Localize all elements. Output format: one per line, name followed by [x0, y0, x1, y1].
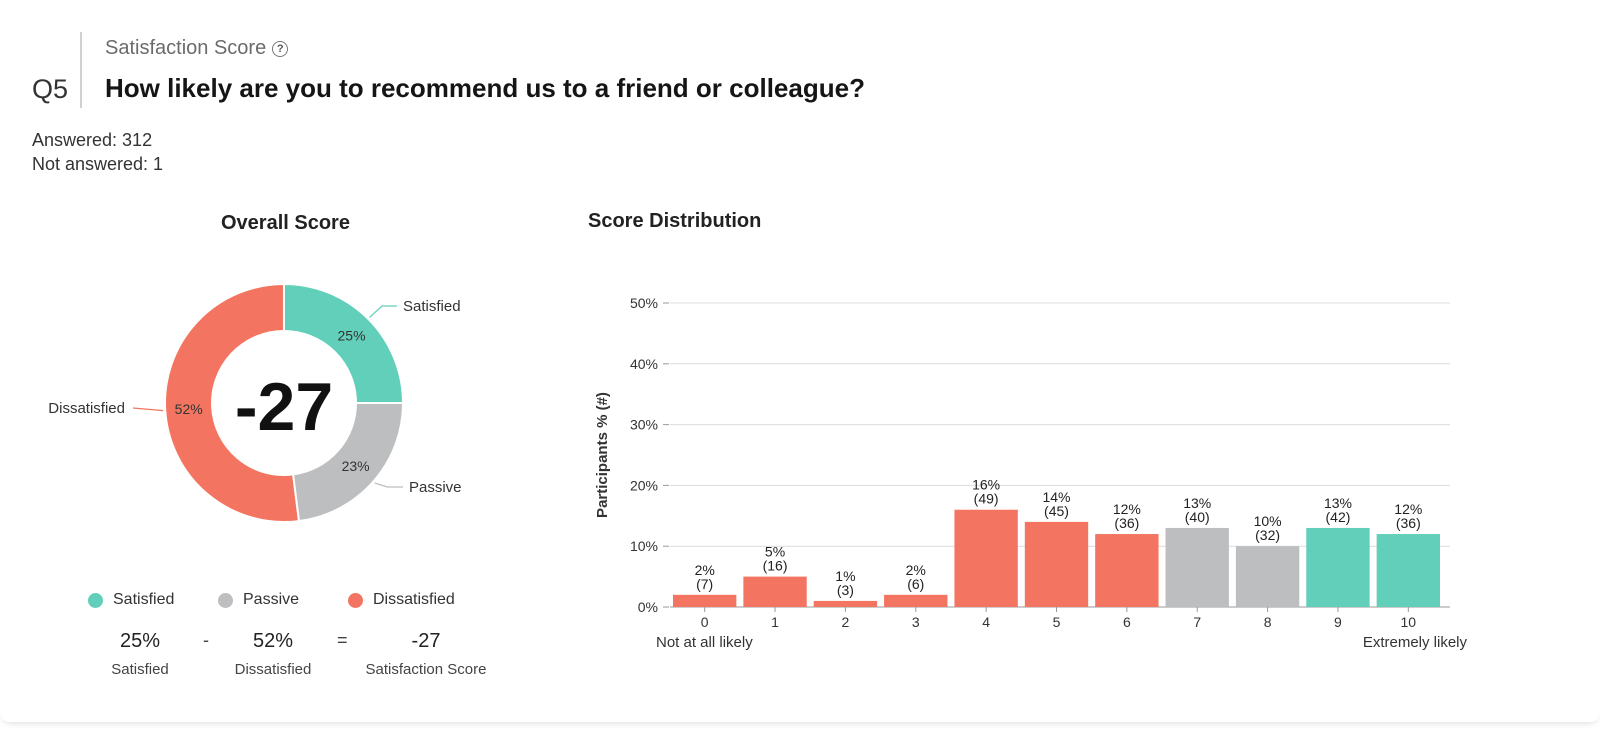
donut-label-passive: Passive — [409, 479, 462, 496]
bar-value-label: 1% — [835, 568, 855, 584]
legend-dot-dissatisfied — [348, 593, 363, 608]
answered-count: Answered: 312 — [32, 130, 153, 150]
legend-dot-satisfied — [88, 593, 103, 608]
y-tick-label: 30% — [630, 417, 658, 433]
not-answered-count: Not answered: 1 — [32, 154, 164, 174]
x-tick-label: 3 — [912, 614, 920, 630]
bar-score-6 — [1095, 534, 1159, 607]
bar-count-label: (6) — [907, 576, 924, 592]
y-tick-label: 0% — [638, 599, 658, 615]
donut-label-satisfied: Satisfied — [403, 298, 461, 315]
bar-count-label: (42) — [1326, 509, 1351, 525]
x-tick-label: 8 — [1264, 614, 1272, 630]
bar-score-10 — [1376, 534, 1440, 607]
bar-score-8 — [1235, 546, 1300, 607]
bar-value-label: 12% — [1113, 501, 1141, 517]
calc-dissatisfied-value: 52% — [252, 630, 294, 652]
help-icon[interactable]: ? — [272, 41, 289, 57]
bar-value-label: 10% — [1254, 513, 1282, 529]
bar-score-7 — [1165, 527, 1229, 607]
bar-count-label: (3) — [837, 582, 854, 598]
x-tick-label: 6 — [1123, 614, 1131, 630]
bar-value-label: 2% — [906, 562, 926, 578]
legend-dissatisfied[interactable]: Dissatisfied — [373, 591, 455, 608]
donut-slice-value-satisfied: 25% — [338, 327, 366, 343]
bar-count-label: (16) — [763, 558, 788, 574]
question-category: Satisfaction Score? — [105, 37, 289, 60]
bar-score-4 — [954, 509, 1018, 607]
bar-value-label: 5% — [765, 544, 785, 560]
calc-equals: = — [337, 630, 348, 650]
donut-leader-passive — [374, 482, 403, 488]
calc-minus: - — [203, 630, 209, 650]
score-distribution-chart: 0%10%20%30%40%50%Participants % (#)2%(7)… — [594, 295, 1468, 651]
legend-passive[interactable]: Passive — [243, 591, 300, 608]
calc-score-label: Satisfaction Score — [365, 661, 487, 678]
bar-count-label: (45) — [1044, 503, 1069, 519]
donut-slice-dissatisfied — [164, 282, 301, 523]
bar-value-label: 12% — [1394, 501, 1422, 517]
legend-satisfied[interactable]: Satisfied — [113, 591, 175, 608]
calc-score-value: -27 — [411, 630, 441, 652]
bar-count-label: (36) — [1114, 515, 1139, 531]
donut-slice-satisfied — [283, 282, 405, 404]
x-tick-label: 7 — [1193, 614, 1201, 630]
donut-slice-value-passive: 23% — [342, 458, 370, 474]
question-number: Q5 — [32, 74, 69, 104]
x-tick-label: 1 — [771, 614, 779, 630]
legend-dot-passive — [218, 593, 233, 608]
calc-satisfied-label: Satisfied — [111, 661, 169, 678]
y-axis-title: Participants % (#) — [594, 392, 611, 518]
calc-satisfied-value: 25% — [119, 630, 161, 652]
x-tick-label: 10 — [1401, 614, 1417, 630]
x-tick-label: 9 — [1334, 614, 1342, 630]
bar-score-9 — [1306, 527, 1370, 607]
donut-label-dissatisfied: Dissatisfied — [48, 400, 125, 417]
x-tick-label: 0 — [701, 614, 709, 630]
y-tick-label: 20% — [630, 477, 658, 493]
donut-slice-value-dissatisfied: 52% — [175, 401, 203, 417]
bar-value-label: 14% — [1042, 489, 1070, 505]
bar-score-5 — [1024, 521, 1089, 607]
bar-count-label: (36) — [1396, 515, 1421, 531]
score-distribution-title: Score Distribution — [588, 210, 762, 232]
x-tick-label: 4 — [982, 614, 990, 630]
y-tick-label: 50% — [630, 295, 658, 311]
bar-value-label: 16% — [972, 477, 1000, 493]
bar-score-3 — [884, 594, 948, 607]
x-right-note: Extremely likely — [1363, 634, 1468, 651]
question-category-label: Satisfaction Score — [105, 37, 267, 59]
y-tick-label: 40% — [630, 356, 658, 372]
bar-value-label: 13% — [1183, 495, 1211, 511]
bar-score-2 — [813, 600, 878, 607]
x-left-note: Not at all likely — [656, 634, 753, 651]
donut-center-score: -27 — [235, 369, 333, 445]
overall-score-donut: 25% Satisfied 23% Passive 52% Dissatisfied -27 — [48, 282, 462, 523]
donut-leader-satisfied — [369, 305, 397, 318]
x-tick-label: 5 — [1053, 614, 1061, 630]
bar-score-0 — [673, 594, 737, 607]
bar-count-label: (49) — [974, 491, 999, 507]
question-title: How likely are you to recommend us to a … — [105, 73, 865, 103]
bar-count-label: (32) — [1255, 527, 1280, 543]
bar-score-1 — [743, 576, 807, 607]
bar-value-label: 13% — [1324, 495, 1352, 511]
bar-count-label: (40) — [1185, 509, 1210, 525]
calc-dissatisfied-label: Dissatisfied — [234, 661, 312, 678]
overall-score-title: Overall Score — [221, 212, 350, 234]
bar-count-label: (7) — [696, 576, 713, 592]
y-tick-label: 10% — [630, 538, 658, 554]
x-tick-label: 2 — [842, 614, 850, 630]
bar-value-label: 2% — [695, 562, 715, 578]
question-divider — [80, 32, 82, 108]
donut-leader-dissatisfied — [132, 407, 164, 412]
